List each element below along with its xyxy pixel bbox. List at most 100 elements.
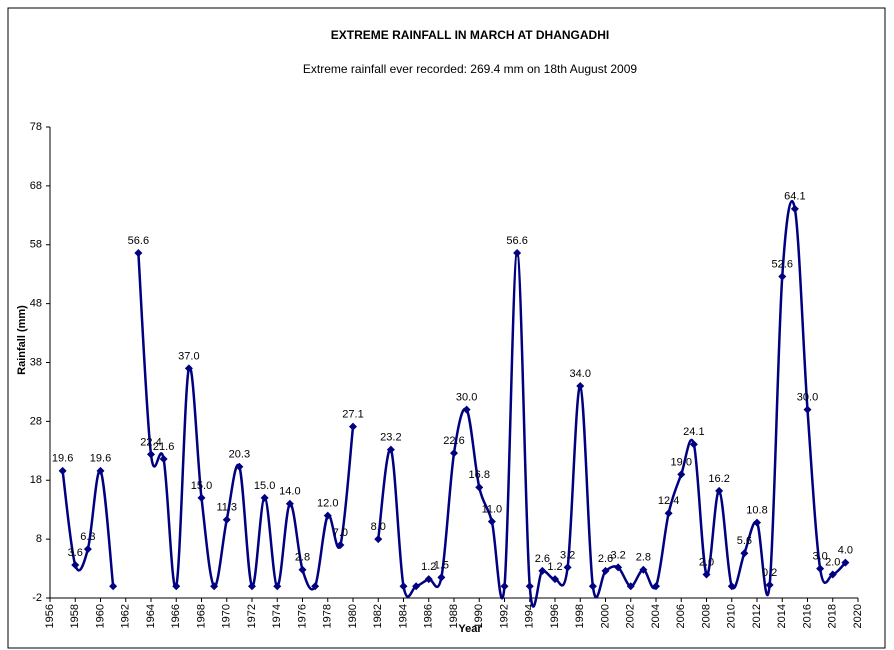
data-label: 2.8 (636, 552, 651, 564)
marker (765, 581, 774, 590)
data-label: 19.0 (671, 456, 692, 468)
x-tick-label: 1984 (397, 604, 409, 628)
data-label: 30.0 (797, 392, 818, 404)
marker (159, 455, 168, 464)
data-label: 3.6 (68, 547, 83, 559)
marker (184, 364, 193, 373)
marker (349, 422, 357, 431)
data-label: 24.1 (683, 426, 704, 438)
y-tick-label: 38 (30, 356, 42, 368)
x-tick-label: 1998 (574, 604, 586, 628)
marker (58, 466, 67, 475)
marker (487, 517, 496, 526)
x-tick-label: 1978 (322, 604, 334, 628)
marker (374, 535, 383, 544)
marker (235, 462, 244, 471)
data-label: 12.0 (317, 497, 338, 509)
marker (828, 570, 837, 579)
data-label: 20.3 (229, 449, 250, 461)
data-label: 2.6 (598, 553, 613, 565)
data-label: 2.6 (535, 553, 550, 565)
marker (475, 483, 484, 492)
x-tick-label: 1966 (170, 604, 182, 628)
x-tick-label: 1992 (498, 604, 510, 628)
marker (790, 204, 799, 213)
x-tick-label: 1990 (473, 604, 485, 628)
data-label: 56.6 (128, 235, 149, 247)
marker (412, 582, 421, 591)
data-label: 3.2 (610, 549, 625, 561)
marker (222, 515, 231, 524)
x-tick-label: 2004 (650, 604, 662, 628)
marker (386, 445, 395, 454)
marker (702, 570, 711, 579)
data-label: 15.0 (191, 480, 212, 492)
x-tick-label: 2014 (776, 604, 788, 628)
chart-title: EXTREME RAINFALL IN MARCH AT DHANGADHI (331, 28, 609, 42)
data-label: 56.6 (506, 235, 527, 247)
marker (538, 566, 547, 575)
marker (134, 248, 143, 257)
x-tick-label: 2020 (852, 604, 864, 628)
data-label: 22.6 (443, 435, 464, 447)
chart-frame (7, 7, 886, 649)
x-tick-label: 1988 (448, 604, 460, 628)
x-tick-label: 1982 (372, 604, 384, 628)
marker (71, 561, 80, 570)
x-tick-label: 1994 (524, 604, 536, 628)
y-tick-label: 18 (30, 474, 42, 486)
data-label: 4.0 (838, 545, 853, 557)
data-label: 11.0 (482, 503, 503, 515)
marker (727, 582, 736, 591)
x-tick-label: 1970 (221, 604, 233, 628)
marker (323, 511, 332, 520)
x-tick-label: 2006 (675, 604, 687, 628)
data-label: 30.0 (456, 392, 477, 404)
marker (437, 573, 446, 582)
marker (588, 582, 597, 591)
x-tick-label: 1986 (423, 604, 435, 628)
marker (462, 405, 471, 414)
data-label: 3.2 (560, 549, 575, 561)
x-tick-label: 2000 (599, 604, 611, 628)
marker (576, 382, 585, 391)
x-tick-label: 1974 (271, 604, 283, 628)
data-label: 1.2 (421, 561, 436, 573)
chart-subtitle: Extreme rainfall ever recorded: 269.4 mm… (303, 62, 638, 76)
data-label: 10.8 (746, 505, 767, 517)
data-label: 19.6 (52, 453, 73, 465)
y-tick-label: 78 (30, 121, 42, 133)
data-label: 16.8 (469, 469, 490, 481)
marker (715, 486, 724, 495)
data-label: 52.6 (772, 258, 793, 270)
data-label: 1.5 (434, 559, 449, 571)
marker (399, 582, 408, 591)
data-label: 15.0 (254, 480, 275, 492)
x-tick-label: 1964 (145, 604, 157, 628)
data-label: 64.1 (784, 191, 805, 203)
marker (210, 582, 219, 591)
y-axis-label: Rainfall (mm) (16, 305, 28, 375)
data-label: 21.6 (153, 441, 174, 453)
data-label: 34.0 (570, 368, 591, 380)
marker (601, 566, 610, 575)
data-label: 22.4 (140, 436, 161, 448)
data-label: 1.2 (547, 561, 562, 573)
marker (260, 493, 269, 502)
marker (336, 541, 345, 550)
marker (753, 518, 761, 527)
marker (500, 582, 509, 591)
data-label: 7.0 (333, 527, 348, 539)
data-label: 11.3 (216, 502, 237, 514)
marker (147, 450, 155, 459)
x-tick-label: 2016 (801, 604, 813, 628)
marker (109, 582, 118, 591)
x-tick-label: 1958 (69, 604, 81, 628)
x-tick-label: 2002 (625, 604, 637, 628)
marker (197, 493, 206, 502)
marker (96, 466, 105, 475)
marker (626, 582, 635, 591)
data-label: 2.0 (699, 556, 714, 568)
data-label: 16.2 (708, 473, 729, 485)
